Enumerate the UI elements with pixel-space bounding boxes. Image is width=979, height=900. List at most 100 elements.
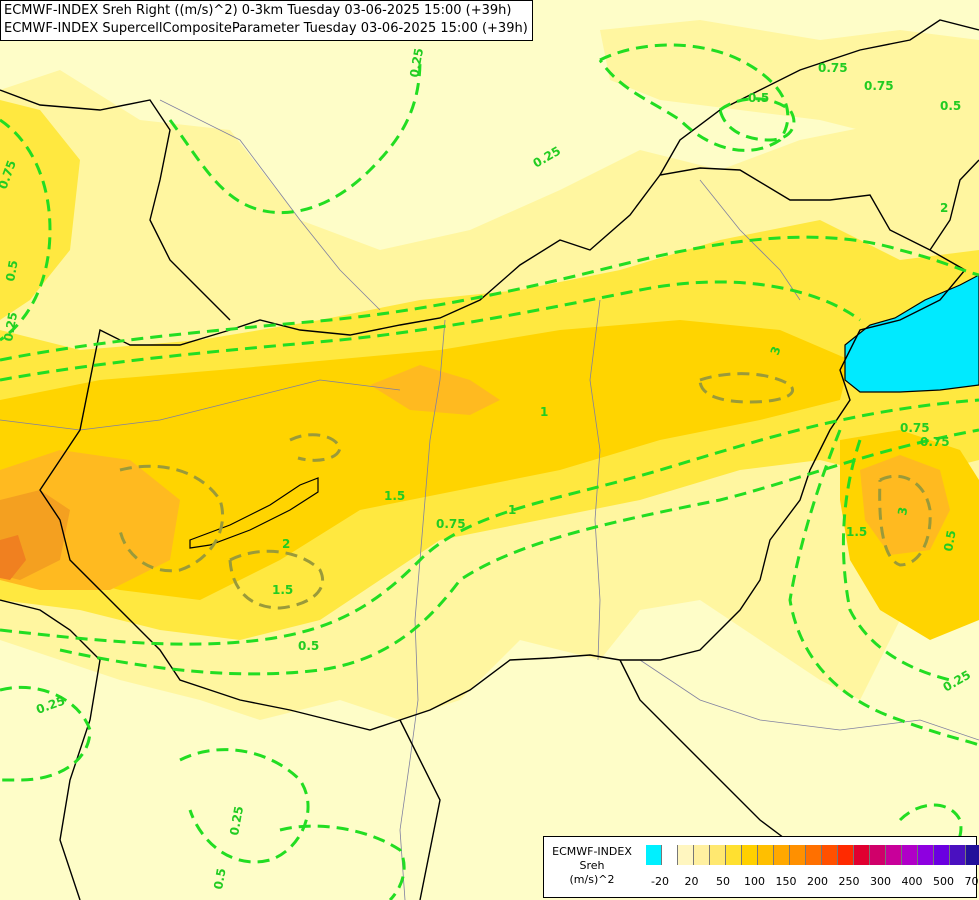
scp-contour-high [228, 549, 324, 610]
legend-tick-label: 300 [870, 875, 891, 888]
contour-label: 1 [540, 405, 548, 419]
legend-swatch [710, 845, 726, 865]
legend-tick-label: -20 [651, 875, 669, 888]
contour-label: 3 [895, 506, 910, 517]
scp-contour-high [289, 433, 342, 462]
contour-label: 1.5 [384, 489, 405, 503]
contour-label: 0.5 [940, 99, 961, 113]
contour-label: 0.75 [818, 61, 848, 75]
scp-contour [168, 59, 422, 215]
contour-label: 0.5 [941, 529, 958, 552]
south-border [399, 719, 441, 900]
legend-ticks: -20 20 50 100 150 200 250 300 400 500 700 [646, 875, 979, 889]
srh-gold-band [0, 320, 850, 600]
legend-swatch [902, 845, 918, 865]
northeast-border [659, 19, 979, 176]
legend-tick-label: 20 [684, 875, 699, 888]
contour-label: 2 [940, 201, 948, 215]
scp-contour [841, 439, 951, 682]
lake [844, 274, 979, 393]
scp-contour-labels: 0.25 0.75 0.5 0.75 0.25 0.5 0.25 0.75 1.… [0, 47, 973, 891]
legend-swatch [886, 845, 902, 865]
legend-swatch [950, 845, 966, 865]
legend-swatch [726, 845, 742, 865]
contour-label: 0.25 [227, 805, 246, 837]
legend-title-variable: Sreh [579, 859, 605, 872]
contour-label: 0.5 [3, 259, 20, 282]
contour-label: 0.75 [920, 435, 950, 449]
srh-yellow-west [0, 100, 80, 320]
legend-title: ECMWF-INDEX Sreh (m/s)^2 [546, 845, 638, 887]
scp-contour [0, 235, 979, 362]
river [159, 99, 381, 311]
legend-swatch [838, 845, 854, 865]
legend-swatch [774, 845, 790, 865]
legend-swatch [742, 845, 758, 865]
srh-orange-core-central [370, 365, 500, 415]
legend-tick-label: 700 [964, 875, 979, 888]
legend-swatch [822, 845, 838, 865]
legend-swatch [934, 845, 950, 865]
legend-swatch [678, 845, 694, 865]
scp-contour [898, 803, 963, 862]
contour-label: 0.5 [211, 867, 228, 890]
header-line-srh: ECMWF-INDEX Sreh Right ((m/s)^2) 0-3km T… [4, 3, 512, 18]
river [399, 319, 446, 900]
legend-swatch [646, 845, 662, 865]
srh-light-yellow-north [600, 20, 979, 140]
contour-label: 1 [508, 503, 516, 517]
header-line-scp: ECMWF-INDEX SupercellCompositeParameter … [4, 21, 528, 36]
scp-contour [598, 43, 790, 152]
river [639, 659, 979, 741]
legend-colorbar [646, 845, 979, 865]
contour-label: 0.75 [436, 517, 466, 531]
scp-contour [0, 280, 861, 382]
contour-label: 1.5 [846, 525, 867, 539]
colorbar-legend: ECMWF-INDEX Sreh (m/s)^2 -20 20 50 100 150 20… [543, 836, 979, 898]
river [699, 179, 801, 301]
legend-tick-label: 150 [775, 875, 797, 888]
scp-contour [59, 428, 979, 676]
scp-contour-high [878, 474, 932, 567]
scp-contours [0, 43, 979, 900]
contour-label: 0.25 [1, 311, 20, 343]
map-header: ECMWF-INDEX Sreh Right ((m/s)^2) 0-3km T… [0, 0, 533, 41]
legend-tick-label: 400 [901, 875, 923, 888]
srh-shading [0, 20, 979, 720]
legend-title-model: ECMWF-INDEX [552, 845, 632, 858]
legend-swatch [870, 845, 886, 865]
contour-label: 0.5 [298, 639, 319, 653]
contour-label: 1.5 [272, 583, 293, 597]
legend-swatch [806, 845, 822, 865]
lake-balaton [189, 477, 319, 549]
southeast-border [619, 659, 801, 851]
scp-contour [279, 824, 406, 900]
scp-contour [179, 748, 310, 864]
legend-swatch [790, 845, 806, 865]
contour-label: 0.25 [407, 47, 426, 79]
scp-contour-high [698, 372, 794, 404]
east-border [929, 159, 979, 251]
legend-tick-label: 200 [807, 875, 828, 888]
scp-contour [718, 97, 796, 142]
legend-swatch [758, 845, 774, 865]
legend-swatch [854, 845, 870, 865]
contour-label: 0.75 [900, 421, 930, 435]
river [0, 379, 401, 431]
scp-contour [0, 118, 52, 342]
rivers [0, 99, 979, 900]
river [589, 299, 601, 661]
legend-swatch [662, 845, 678, 865]
scp-contours-high [118, 372, 932, 610]
north-border [0, 89, 231, 321]
legend-swatch [694, 845, 710, 865]
scp-contour [0, 398, 979, 646]
scp-contour [0, 685, 92, 782]
contour-label: 2 [282, 537, 290, 551]
legend-tick-label: 500 [933, 875, 954, 888]
contour-label: 0.75 [864, 79, 894, 93]
srh-red-orange-core [0, 535, 26, 580]
southwest-border [0, 599, 101, 900]
scp-contour [788, 429, 979, 747]
